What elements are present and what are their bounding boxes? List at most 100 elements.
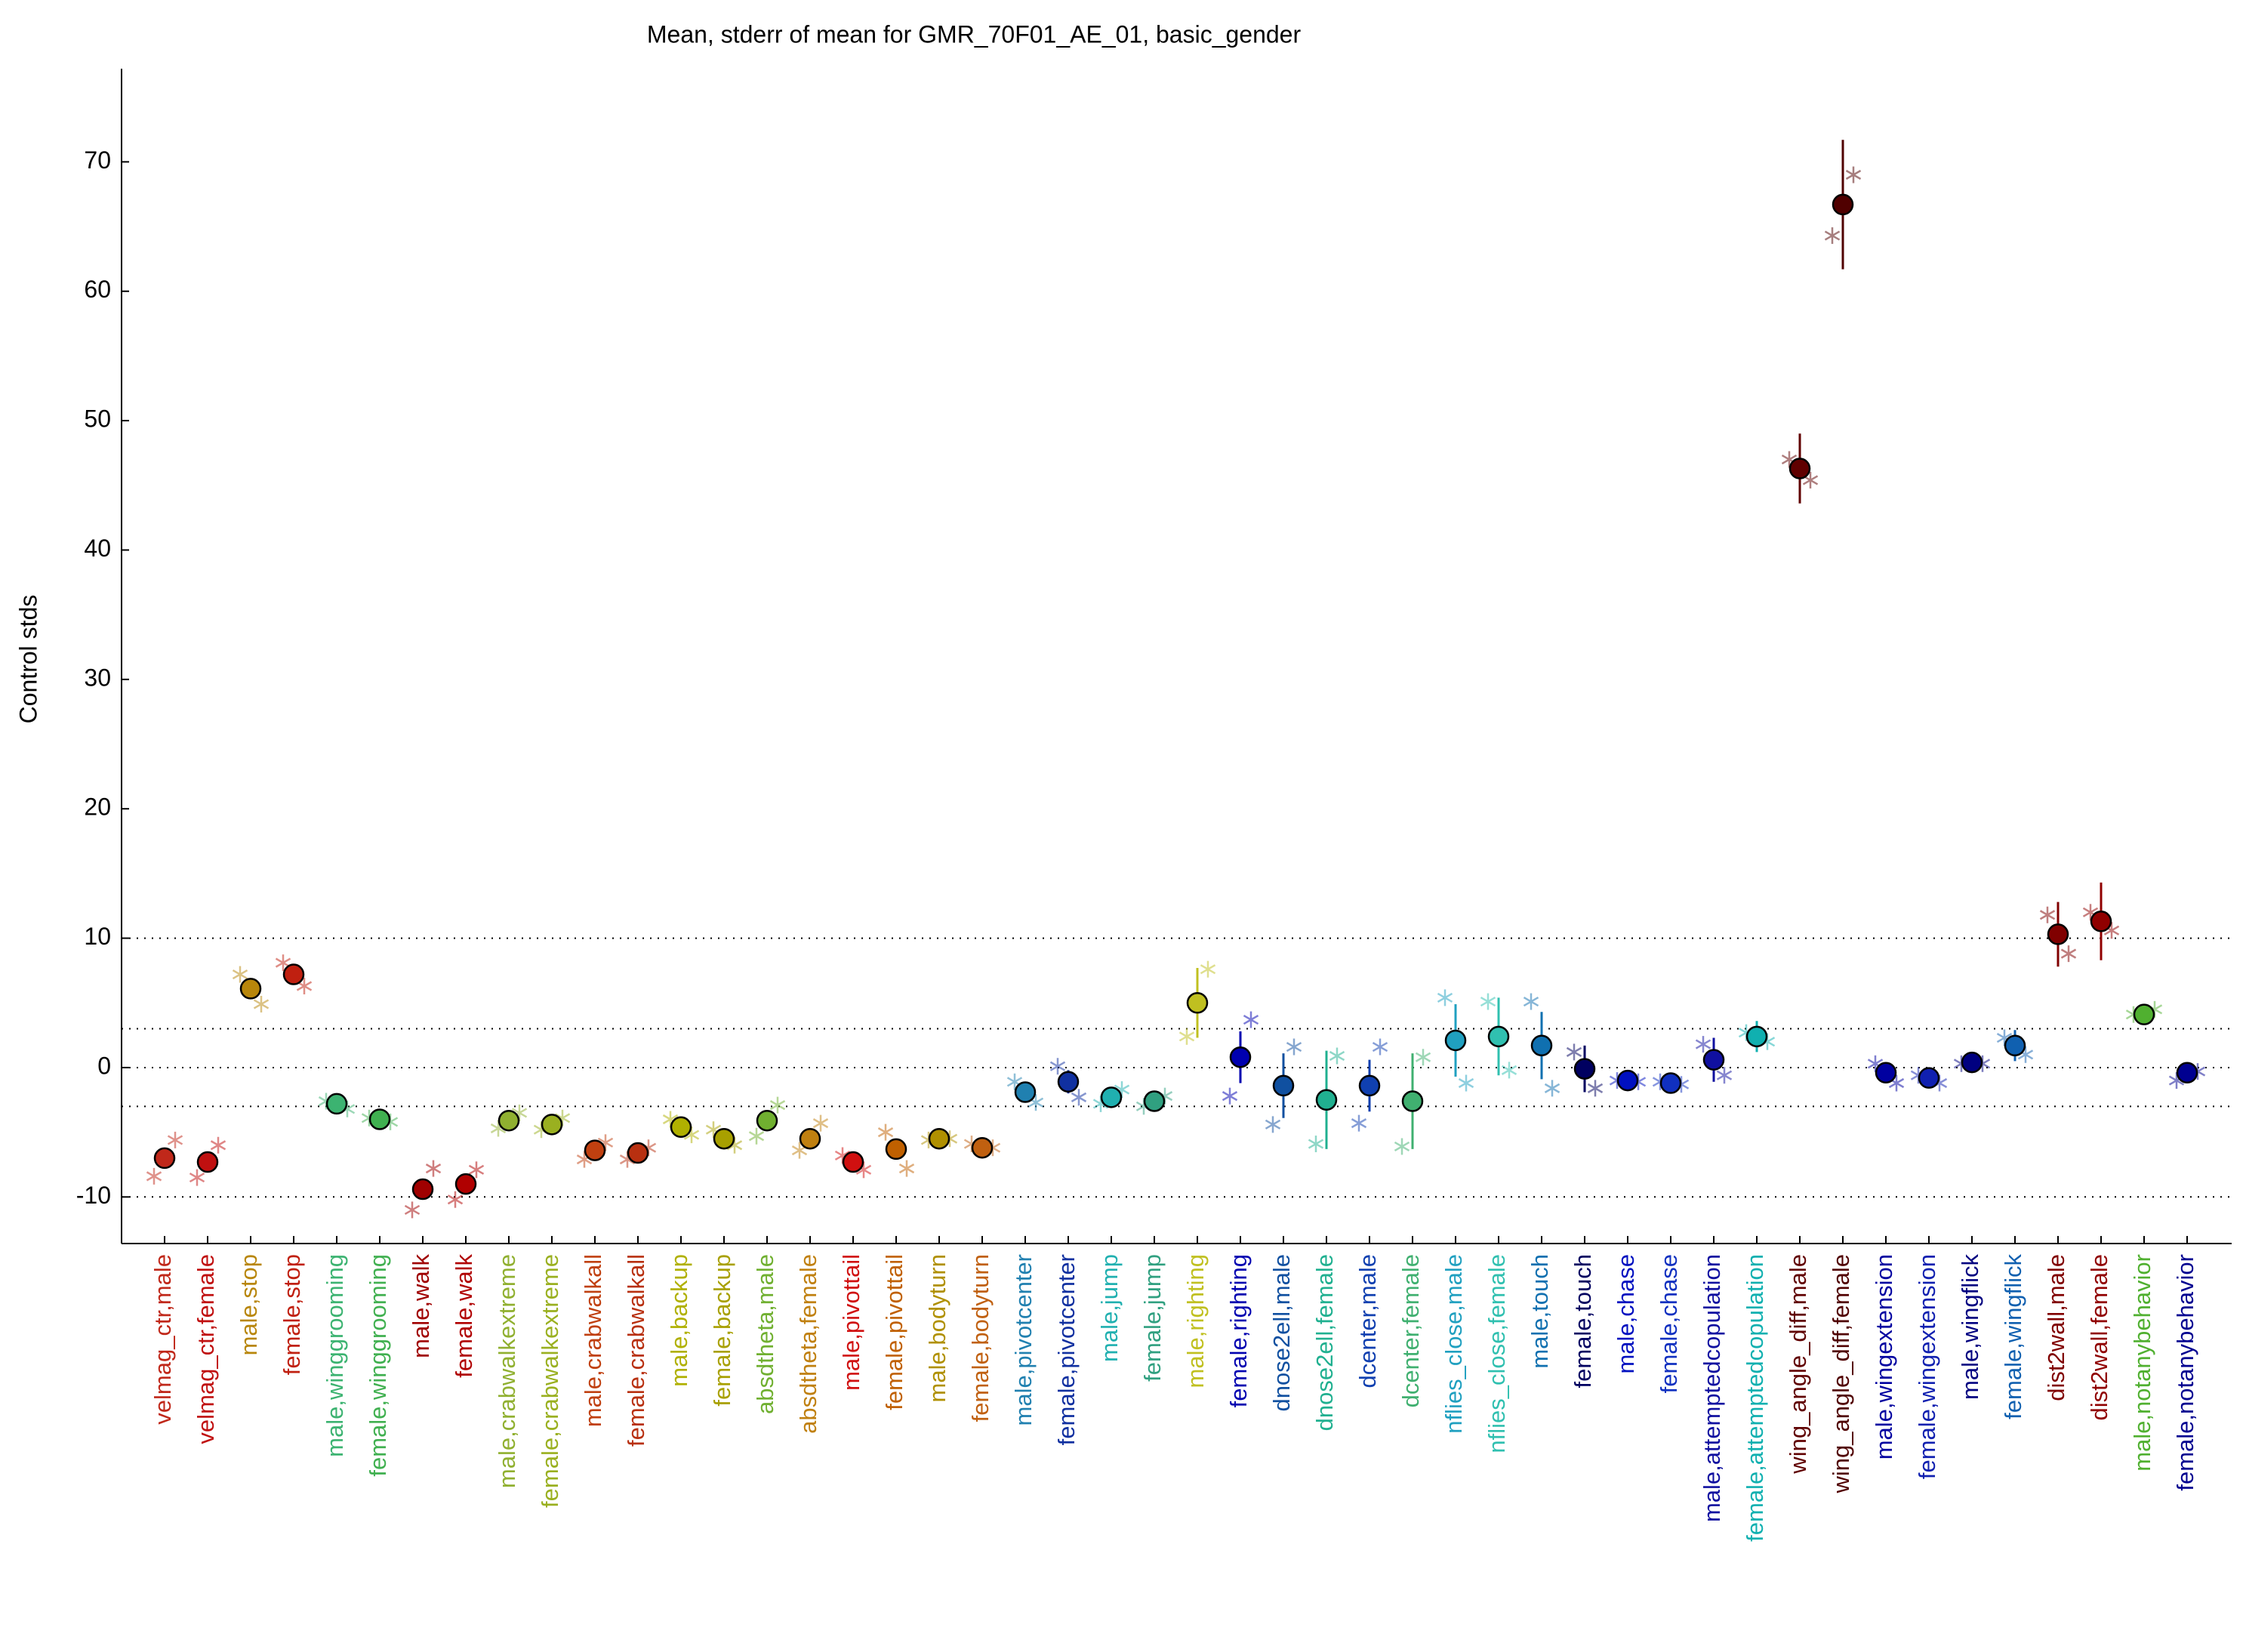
mean-marker [885,1138,907,1160]
asterisk-stroke [2039,910,2056,920]
asterisk-stroke [447,1194,464,1205]
x-tick-label: female,crabwalkall [623,1254,649,1447]
sample-asterisk [877,1123,894,1141]
asterisk-stroke [748,1131,765,1142]
mean-marker [1444,1029,1467,1052]
mean-marker [541,1114,563,1136]
mean-marker [713,1127,735,1150]
x-tick-label: male,pivotcenter [1010,1254,1037,1425]
sample-asterisk [1523,993,1539,1010]
mean-marker [411,1178,434,1200]
x-tick-label: female,pivotcenter [1053,1254,1080,1445]
sample-asterisk [2060,945,2077,963]
mean-marker [2133,1003,2155,1025]
sample-asterisk [1566,1043,1582,1061]
mean-marker [1100,1086,1123,1108]
sample-asterisk [1243,1011,1259,1028]
asterisk-stroke [1458,1077,1474,1089]
x-tick-label: male,crabwalkextreme [494,1254,520,1488]
mean-marker [454,1173,477,1195]
mean-marker [282,963,305,985]
x-tick-label: wing_angle_diff,female [1828,1254,1854,1494]
mean-marker [756,1109,778,1132]
asterisk-stroke [1480,996,1496,1007]
mean-marker [1875,1062,1897,1084]
sample-asterisk [1480,993,1496,1010]
x-tick-label: male,winggrooming [322,1254,348,1457]
sample-asterisk [769,1096,786,1114]
asterisk-stroke [1243,1014,1259,1025]
sample-asterisk [1286,1038,1302,1056]
asterisk-stroke [554,1113,571,1123]
mean-marker [670,1116,692,1139]
sample-asterisk [748,1127,765,1145]
mean-marker [1014,1081,1037,1103]
y-tick-label: 40 [84,535,111,562]
x-tick-label: male,bodyturn [924,1254,950,1402]
x-tick-label: female,winggrooming [365,1254,391,1477]
sample-asterisk [1178,1028,1195,1045]
x-tick-label: female,touch [1570,1254,1596,1388]
x-tick-label: male,backup [666,1254,692,1387]
asterisk-stroke [769,1100,786,1111]
asterisk-stroke [1566,1046,1582,1057]
asterisk-stroke [1329,1050,1345,1062]
x-tick-label: velmag_ctr,male [149,1254,176,1425]
sample-asterisk [898,1160,915,1177]
mean-marker [1358,1074,1381,1097]
sample-asterisk [1845,166,1862,183]
mean-marker [971,1136,994,1159]
asterisk-stroke [167,1135,183,1145]
asterisk-stroke [146,1171,162,1182]
x-tick-label: dist2wall,female [2086,1254,2112,1421]
mean-marker [1573,1058,1596,1080]
mean-marker [1616,1069,1639,1092]
sample-asterisk [1695,1036,1711,1053]
sample-asterisk [1716,1067,1733,1084]
sample-asterisk [1437,989,1453,1006]
mean-marker [239,978,262,1000]
mean-marker [2176,1062,2198,1084]
asterisk-stroke [791,1145,808,1156]
mean-marker [2047,923,2069,945]
mean-marker [325,1093,348,1115]
x-tick-label: male,attemptedcopulation [1699,1254,1725,1522]
asterisk-stroke [511,1108,528,1118]
mean-marker [2090,911,2112,932]
asterisk-stroke [576,1154,593,1165]
mean-marker [498,1109,520,1132]
x-tick-label: female,wingextension [1914,1254,1940,1479]
x-tick-label: female,crabwalkextreme [537,1254,563,1508]
sample-asterisk [189,1169,205,1186]
mean-marker [1272,1074,1295,1097]
asterisk-stroke [1372,1041,1388,1053]
sample-asterisk [447,1191,464,1208]
mean-marker [1788,458,1811,479]
asterisk-stroke [597,1137,614,1148]
sample-asterisk [1501,1062,1517,1079]
y-tick-label: 50 [84,405,111,433]
sample-asterisk [1329,1047,1345,1065]
sample-asterisk [146,1167,162,1185]
mean-marker [1401,1090,1424,1112]
x-tick-label: male,notanybehavior [2129,1254,2155,1472]
mean-marker [1659,1072,1682,1094]
asterisk-stroke [210,1140,226,1151]
asterisk-stroke [1265,1119,1281,1130]
mean-marker [1057,1071,1080,1093]
x-tick-label: female,wingflick [2000,1254,2026,1419]
mean-marker [1487,1025,1510,1048]
asterisk-stroke [490,1123,507,1134]
sample-asterisk [253,995,270,1012]
asterisk-stroke [898,1163,915,1174]
asterisk-stroke [1824,230,1841,241]
asterisk-stroke [404,1204,421,1216]
mean-marker [1315,1089,1338,1111]
sample-asterisk [1200,960,1216,978]
x-tick-label: dnose2ell,male [1268,1254,1295,1412]
mean-marker [842,1151,864,1173]
mean-marker [1702,1049,1725,1071]
x-tick-label: female,jump [1139,1254,1166,1382]
sample-asterisk [2039,906,2056,923]
asterisk-stroke [877,1127,894,1138]
